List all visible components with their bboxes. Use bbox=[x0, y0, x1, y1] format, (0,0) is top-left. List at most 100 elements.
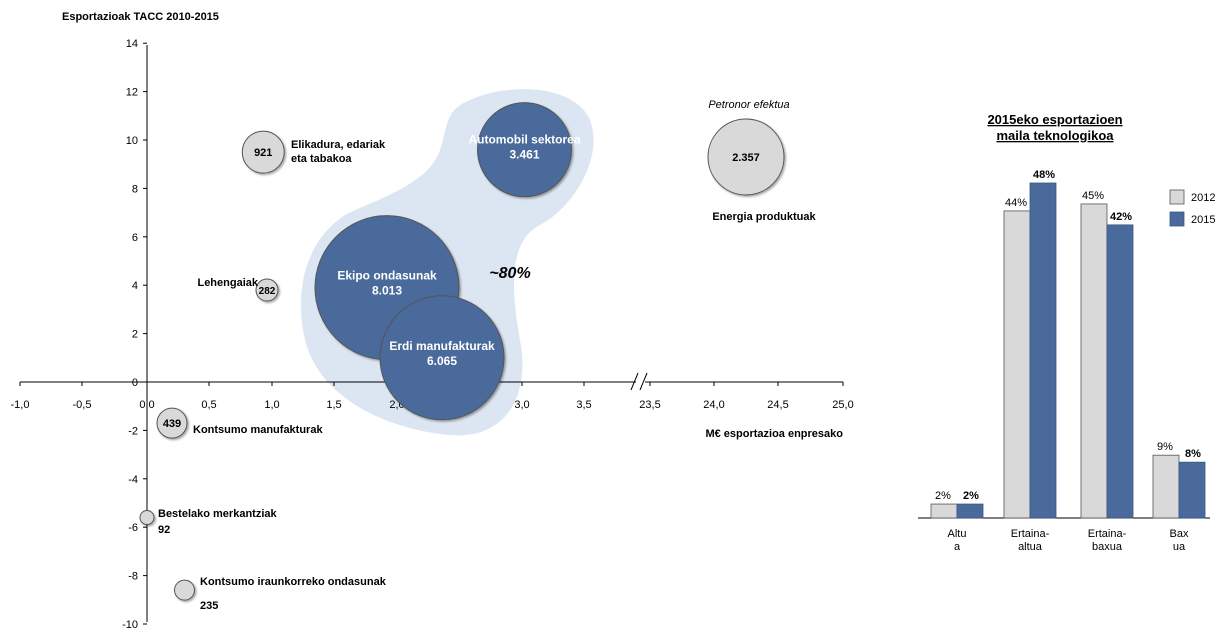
legend-swatch-2012 bbox=[1169, 189, 1185, 205]
bubble-name-label: Kontsumo manufakturak bbox=[193, 424, 323, 436]
bubble-value-label: 282 bbox=[259, 286, 276, 297]
bubble-circle bbox=[477, 102, 572, 198]
bubble-circle bbox=[241, 130, 285, 174]
y-tick-label: -2 bbox=[128, 425, 138, 437]
bar-value-label: 2% bbox=[935, 490, 951, 502]
bubble: 439 Kontsumo manufakturak bbox=[156, 407, 323, 439]
y-tick-label: 0 bbox=[132, 377, 138, 389]
bubble: 235 Kontsumo iraunkorreko ondasunak bbox=[174, 576, 387, 612]
bubble-name-label: Bestelako merkantziak bbox=[158, 508, 277, 520]
y-tick-label: 6 bbox=[132, 232, 138, 244]
legend-swatch-2015 bbox=[1169, 211, 1185, 227]
bubble-chart: Esportazioak TACC 2010-2015 14 12 10 8 6 4 2 0 -… bbox=[11, 11, 854, 628]
bubble-circle bbox=[139, 510, 155, 526]
bubble-circle bbox=[174, 579, 195, 601]
y-tick-label: 4 bbox=[132, 280, 138, 292]
bar-2012 bbox=[930, 503, 958, 519]
bar-value-label: 42% bbox=[1110, 211, 1132, 223]
bubble-value-label: 439 bbox=[163, 418, 181, 430]
bar-2012 bbox=[1003, 210, 1031, 519]
legend-label: 2012 bbox=[1191, 192, 1215, 204]
petronor-annotation: Petronor efektua bbox=[708, 99, 789, 111]
bubble-circle bbox=[707, 118, 785, 196]
y-tick-label: -8 bbox=[128, 571, 138, 583]
bar-chart-title-line: maila teknologikoa bbox=[996, 128, 1114, 143]
bar-2015 bbox=[1106, 224, 1134, 519]
bar-value-label: 48% bbox=[1033, 169, 1055, 181]
bar-2012 bbox=[1152, 454, 1180, 519]
x-tick-label: -1,0 bbox=[11, 399, 30, 411]
bubble-name-label: Lehengaiak bbox=[197, 277, 258, 289]
bar-2012 bbox=[1080, 203, 1108, 519]
bar-category-label: Bax bbox=[1170, 528, 1189, 540]
bar-group: 2% 2% 44% 48% 45% 42% 9% 8% bbox=[930, 169, 1206, 519]
y-tick-label: 2 bbox=[132, 329, 138, 341]
x-tick-label: 1,5 bbox=[326, 399, 341, 411]
bar-legend: 2012 2015 bbox=[1169, 189, 1215, 227]
bar-value-label: 8% bbox=[1185, 448, 1201, 460]
bubble-value-label: 3.461 bbox=[509, 148, 539, 162]
bar-category-label: altua bbox=[1018, 541, 1043, 553]
bar-value-label: 9% bbox=[1157, 441, 1173, 453]
bar-value-label: 2% bbox=[963, 490, 979, 502]
x-tick-label: 3,5 bbox=[576, 399, 591, 411]
bar-value-label: 45% bbox=[1082, 190, 1104, 202]
x-tick-label: 24,0 bbox=[703, 399, 724, 411]
bubble: 2.357 Energia produktuak bbox=[707, 118, 817, 223]
bar-2015 bbox=[1178, 461, 1206, 519]
x-tick-group: -1,0-0,50,00,51,01,52,02,53,03,523,524,0… bbox=[11, 382, 854, 411]
bubble-value-label: 235 bbox=[200, 600, 218, 612]
bar-chart-title-line: 2015eko esportazioen bbox=[987, 112, 1122, 127]
bubble-value-label: 8.013 bbox=[372, 284, 402, 298]
bubble-value-label: 921 bbox=[254, 147, 272, 159]
bubble-name-label: Kontsumo iraunkorreko ondasunak bbox=[200, 576, 387, 588]
bubble-name-label: Ekipo ondasunak bbox=[337, 269, 437, 283]
bubble: 92 Bestelako merkantziak bbox=[139, 508, 277, 536]
y-tick-label: -4 bbox=[128, 474, 138, 486]
bubble-name-label: Erdi manufakturak bbox=[389, 339, 495, 353]
bubble-circle bbox=[379, 295, 505, 421]
bubble-chart-title: Esportazioak TACC 2010-2015 bbox=[62, 11, 219, 23]
x-tick-label: 25,0 bbox=[832, 399, 853, 411]
y-tick-label: 10 bbox=[126, 135, 138, 147]
bubble-name-label: eta tabakoa bbox=[291, 153, 352, 165]
axis-break-mark bbox=[630, 372, 648, 391]
bubble-name-label: Energia produktuak bbox=[712, 211, 816, 223]
bar-category-label: Ertaina- bbox=[1088, 528, 1127, 540]
bar-category-label: Altu bbox=[948, 528, 967, 540]
bubble-name-label: Elikadura, edariak bbox=[291, 139, 386, 151]
x-tick-label: 0,0 bbox=[139, 399, 154, 411]
y-tick-group: 14 12 10 8 6 4 2 0 -2 -4 -6 -8 -10 bbox=[122, 38, 147, 628]
x-tick-label: 24,5 bbox=[767, 399, 788, 411]
x-axis bbox=[20, 372, 843, 391]
bar-value-label: 44% bbox=[1005, 197, 1027, 209]
bubble-group: 921 Elikadura, edariak eta tabakoa 282Lehen… bbox=[139, 102, 817, 612]
bubble-name-label: Automobil sektorea bbox=[468, 133, 580, 147]
bubble: 921 Elikadura, edariak eta tabakoa bbox=[241, 130, 386, 174]
bar-category-label: Ertaina- bbox=[1011, 528, 1050, 540]
x-tick-label: 3,0 bbox=[514, 399, 529, 411]
bar-category-label: baxua bbox=[1092, 541, 1123, 553]
bubble-circle bbox=[255, 278, 279, 302]
x-tick-label: -0,5 bbox=[73, 399, 92, 411]
bar-2015 bbox=[1029, 182, 1057, 519]
y-tick-label: 8 bbox=[132, 183, 138, 195]
x-axis-label: M€ esportazioa enpresako bbox=[705, 428, 843, 440]
bubble-value-label: 2.357 bbox=[732, 152, 760, 164]
cluster-share-annotation: ~80% bbox=[489, 265, 530, 282]
y-tick-label: 14 bbox=[126, 38, 138, 50]
x-tick-label: 1,0 bbox=[264, 399, 279, 411]
bar-category-label: ua bbox=[1173, 541, 1186, 553]
y-tick-label: 12 bbox=[126, 87, 138, 99]
x-tick-label: 0,5 bbox=[201, 399, 216, 411]
legend-label: 2015 bbox=[1191, 214, 1215, 226]
bubble-value-label: 92 bbox=[158, 524, 170, 536]
y-tick-label: -6 bbox=[128, 522, 138, 534]
